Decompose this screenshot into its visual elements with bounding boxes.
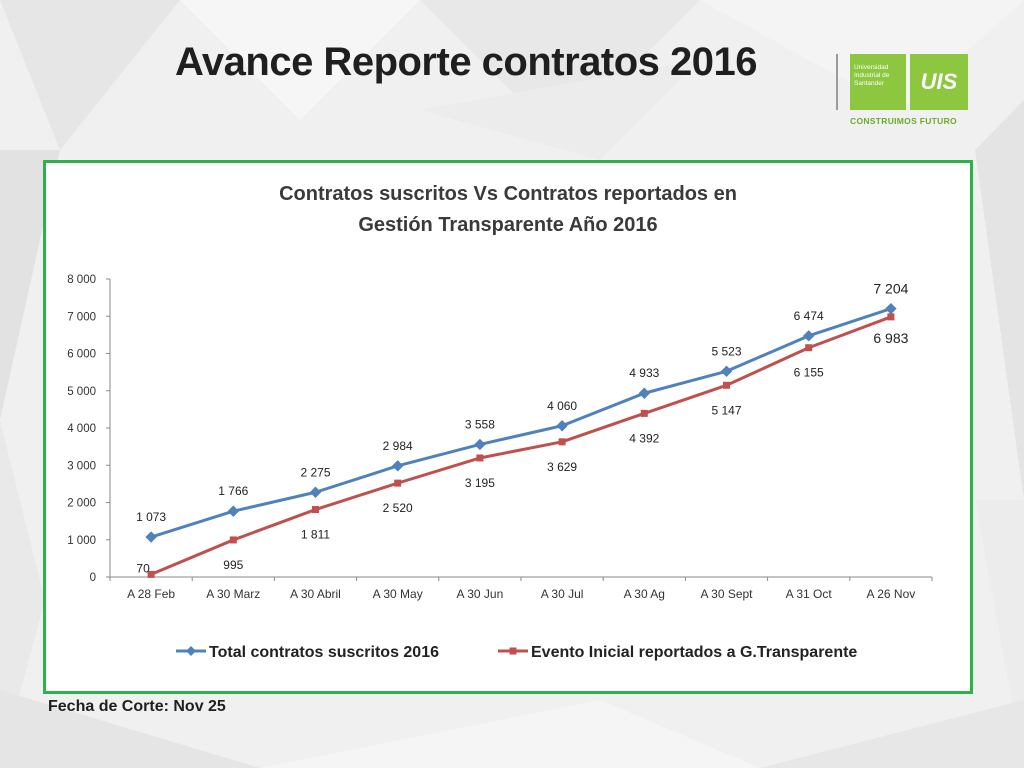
chart-title-line: Gestión Transparente Año 2016: [358, 214, 657, 236]
series-marker: [145, 531, 157, 543]
x-tick-label: A 30 Jun: [457, 587, 504, 601]
chart-title-line: Contratos suscritos Vs Contratos reporta…: [279, 183, 737, 205]
y-tick-label: 7 000: [67, 311, 96, 323]
y-tick-label: 4 000: [67, 423, 96, 435]
y-tick-label: 8 000: [67, 274, 96, 286]
data-label: 1 811: [301, 528, 330, 542]
series-marker: [476, 454, 484, 462]
data-label: 3 629: [547, 460, 577, 474]
logo-divider: [836, 54, 838, 110]
data-label: 5 523: [711, 344, 741, 358]
series-marker: [312, 506, 319, 514]
y-tick-label: 5 000: [67, 386, 96, 398]
logo-university-name: Universidad Industrial de Santander: [850, 54, 906, 110]
legend-label: Total contratos suscritos 2016: [209, 644, 439, 661]
x-tick-label: A 30 Sept: [700, 587, 753, 601]
line-chart: Contratos suscritos Vs Contratos reporta…: [67, 183, 933, 661]
series-line: [150, 307, 892, 539]
university-logo: Universidad Industrial de Santander UIS …: [836, 50, 976, 130]
y-tick-label: 3 000: [67, 460, 96, 472]
series-marker: [802, 330, 815, 342]
data-label: 1 073: [136, 510, 166, 524]
data-label: 4 392: [629, 431, 659, 445]
page-title: Avance Reporte contratos 2016: [175, 40, 758, 84]
data-label: 2 984: [383, 439, 413, 453]
chart-frame: Contratos suscritos Vs Contratos reporta…: [43, 160, 973, 694]
data-label: 995: [223, 558, 243, 572]
x-tick-label: A 28 Feb: [127, 587, 175, 601]
cutoff-date-note: Fecha de Corte: Nov 25: [48, 698, 226, 715]
x-tick-label: A 26 Nov: [867, 587, 916, 601]
data-label: 4 060: [547, 399, 577, 413]
data-label: 6 474: [794, 309, 824, 323]
y-tick-label: 0: [90, 572, 96, 584]
legend-marker: [509, 647, 517, 655]
series-marker: [887, 313, 895, 321]
data-label: 3 558: [465, 417, 495, 431]
x-tick-label: A 30 Marz: [206, 587, 260, 601]
data-label: 2 520: [383, 501, 413, 515]
series-marker: [229, 536, 237, 544]
series-marker: [394, 479, 402, 487]
series-marker: [147, 570, 155, 578]
series-marker: [227, 505, 240, 517]
series-marker: [720, 365, 733, 377]
data-label: 6 155: [794, 366, 824, 380]
data-label: 2 275: [300, 465, 330, 479]
x-tick-label: A 30 Ag: [624, 587, 665, 601]
series-line: [150, 315, 892, 576]
legend-label: Evento Inicial reportados a G.Transparen…: [531, 644, 857, 661]
logo-monogram: UIS: [910, 54, 968, 110]
x-tick-label: A 31 Oct: [786, 587, 833, 601]
series-marker: [309, 486, 322, 498]
data-label: 6 983: [873, 330, 908, 346]
series-marker: [638, 387, 651, 399]
data-label: 3 195: [465, 476, 495, 490]
legend-marker: [186, 646, 196, 656]
y-tick-label: 6 000: [67, 349, 96, 361]
data-label: 5 147: [711, 403, 741, 417]
data-label: 1 766: [218, 484, 248, 498]
series-marker: [723, 381, 730, 389]
x-tick-label: A 30 Jul: [541, 587, 584, 601]
series-marker: [391, 460, 404, 472]
series-marker: [558, 438, 566, 446]
data-label: 70: [136, 561, 150, 575]
y-tick-label: 1 000: [67, 535, 96, 547]
y-tick-label: 2 000: [67, 498, 96, 510]
data-label: 4 933: [629, 366, 659, 380]
data-label: 7 204: [873, 281, 908, 297]
series-marker: [556, 420, 568, 432]
series-marker: [474, 438, 486, 451]
logo-slogan: CONSTRUIMOS FUTURO: [850, 116, 957, 126]
series-marker: [885, 302, 897, 315]
series-marker: [640, 409, 648, 417]
series-marker: [805, 344, 813, 352]
x-tick-label: A 30 May: [373, 587, 423, 601]
x-tick-label: A 30 Abril: [290, 587, 341, 601]
